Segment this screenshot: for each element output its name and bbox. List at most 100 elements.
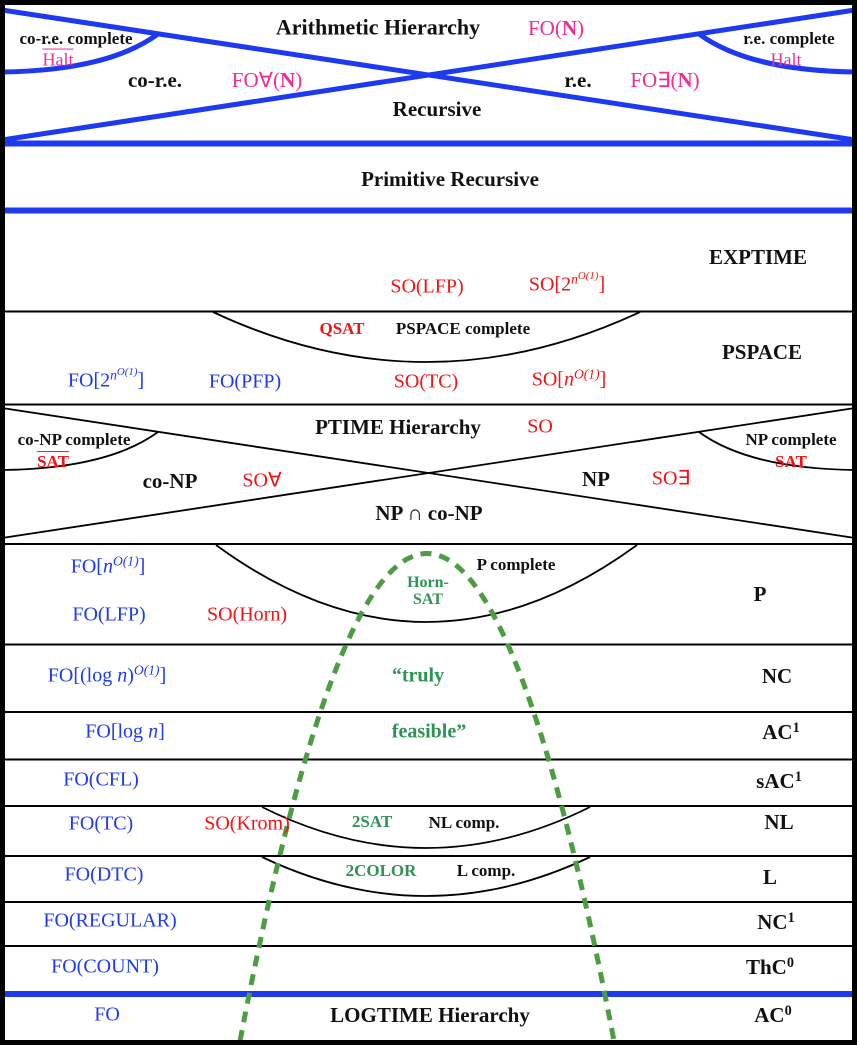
co-np-complete-label: co-NP complete [17, 430, 131, 450]
nl-label: NL [764, 809, 794, 834]
sac1-label: sAC1 [756, 770, 802, 792]
co-np-label: co-NP [142, 468, 198, 493]
fo-label: FO [94, 1003, 120, 1026]
ac0-label: AC0 [754, 1004, 791, 1026]
text-part: O(1) [116, 366, 138, 379]
text-part: ) [127, 664, 134, 687]
text-part: SAT [413, 591, 443, 608]
text-part: AC [754, 1002, 785, 1027]
np-complete-curve [698, 431, 856, 471]
text-part: AC [762, 719, 793, 744]
text-part: ] [137, 369, 145, 392]
text-part: FO[log [85, 720, 149, 743]
fo-count-label: FO(COUNT) [51, 955, 159, 978]
pspace-label: PSPACE [721, 339, 803, 364]
text-part: ] [598, 273, 606, 296]
text-part: sAC [756, 768, 795, 793]
nl-comp-label: NL comp. [428, 813, 500, 833]
ptime-hierarchy-title: PTIME Hierarchy [315, 414, 481, 439]
exponent: 0 [784, 1002, 792, 1019]
fo-n-label: FO(N) [528, 17, 584, 39]
exponent: nO(1) [110, 366, 138, 383]
horn-sat-label: Horn- SAT [407, 574, 449, 609]
text-part: FO∃( [630, 67, 678, 92]
nc1-label: NC1 [757, 911, 794, 933]
so-horn-label: SO(Horn) [207, 603, 287, 626]
fo-forall-n-label: FO∀(N) [232, 69, 302, 91]
ptime-x-line-2 [1, 407, 856, 539]
text-part: O(1) [112, 553, 139, 569]
ac1-label: AC1 [762, 721, 799, 743]
l-label: L [762, 864, 778, 889]
text-part: n [102, 555, 113, 578]
text-part: ] [159, 664, 167, 687]
halt-right-label: Halt [770, 49, 802, 70]
twosat-label: 2SAT [351, 812, 393, 832]
text-part: n [110, 367, 117, 383]
text-part: FO∀( [231, 67, 281, 92]
fo-logn-poly-label: FO[(log n)O(1)] [47, 663, 167, 687]
co-np-complete-curve [1, 431, 159, 471]
halt-left-label: Halt [42, 49, 74, 70]
np-complete-label: NP complete [745, 430, 837, 450]
truly-feasible-parabola [237, 551, 617, 1042]
exponent: O(1) [574, 367, 600, 382]
text-part: NC [757, 909, 788, 934]
so-tc-label: SO(TC) [393, 370, 459, 393]
fo-dtc-label: FO(DTC) [64, 863, 144, 886]
text-part: SO[2 [528, 273, 572, 296]
text-part: N [280, 67, 296, 92]
text-part: ) [295, 67, 303, 92]
fo-regular-label: FO(REGULAR) [43, 909, 177, 932]
l-comp-label: L comp. [456, 861, 516, 881]
pspace-complete-label: PSPACE complete [395, 319, 531, 339]
text-part: O(1) [573, 366, 600, 382]
fo-logn-label: FO[log n] [85, 720, 165, 743]
primitive-recursive-label: Primitive Recursive [361, 166, 539, 191]
exponent: 1 [792, 719, 800, 736]
text-part: Horn- [407, 574, 449, 592]
text-part: n [148, 720, 159, 743]
so-exists-label: SO∃ [651, 467, 691, 490]
text-part: N [677, 67, 693, 92]
re-complete-curve [697, 31, 856, 75]
twocolor-label: 2COLOR [345, 861, 417, 881]
so-exp-label: SO[2nO(1)] [528, 271, 606, 296]
text-part: FO[(log [47, 664, 118, 687]
exponent: O(1) [113, 554, 139, 569]
qsat-label: QSAT [319, 319, 365, 339]
np-label: NP [582, 466, 610, 491]
so-poly-label: SO[nO(1)] [531, 367, 607, 391]
exponent: O(1) [117, 366, 138, 378]
recursive-label: Recursive [392, 96, 482, 121]
text-part: N [561, 15, 578, 40]
text-part: ThC [746, 954, 787, 979]
text-part: ) [577, 15, 585, 40]
text-part: n [563, 368, 574, 391]
fo-exp-label: FO[2nO(1)] [67, 366, 145, 392]
arith-x-line-2 [1, 7, 856, 143]
re-label: r.e. [564, 67, 592, 92]
fo-tc-label: FO(TC) [68, 812, 134, 835]
sat-label: SAT [775, 452, 807, 472]
text-part: n [571, 271, 578, 287]
exponent: O(1) [134, 663, 160, 678]
truly-label: “truly [391, 664, 445, 687]
fo-exists-n-label: FO∃(N) [630, 69, 699, 91]
nc-label: NC [761, 663, 793, 688]
l-complete-bowl [261, 856, 591, 897]
exponent: O(1) [578, 270, 599, 282]
text-part: ] [158, 720, 165, 743]
thc0-label: ThC0 [746, 956, 794, 978]
text-part: SO[ [531, 368, 564, 391]
fo-poly-label: FO[nO(1)] [70, 554, 146, 578]
text-part: FO[ [70, 555, 103, 578]
text-part: ] [599, 368, 607, 391]
np-cap-co-np-label: NP ∩ co-NP [375, 500, 483, 525]
feasible-label: feasible” [391, 720, 467, 743]
text-part: O(1) [577, 270, 599, 283]
text-part: FO[2 [67, 369, 111, 392]
